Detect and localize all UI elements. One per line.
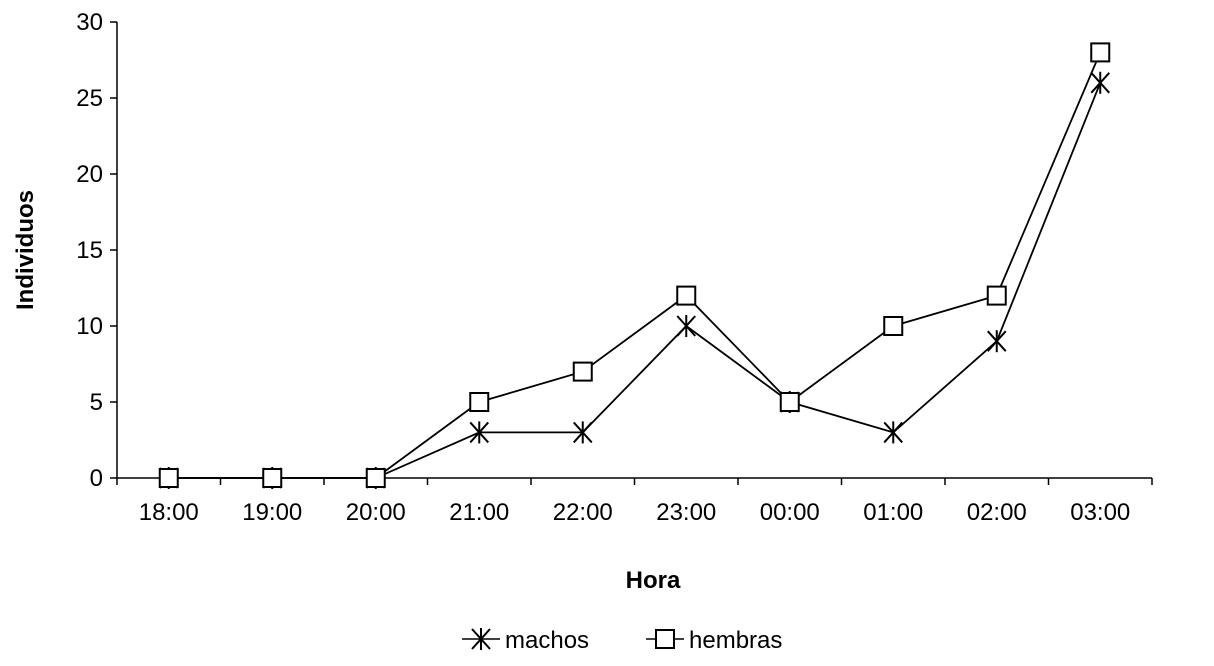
x-tick-label: 23:00 (656, 499, 716, 526)
legend-item-machos: machos (462, 627, 589, 654)
y-tick-label: 30 (76, 9, 103, 36)
y-tick-label: 20 (76, 161, 103, 188)
data-point-hembras (572, 361, 593, 382)
data-point-hembras (469, 392, 490, 412)
data-point-hembras (779, 392, 800, 412)
y-axis-title: Individuos (12, 190, 39, 310)
data-point-hembras (883, 316, 904, 336)
data-point-machos (573, 421, 593, 444)
x-tick-label: 01:00 (863, 499, 923, 526)
legend-label-hembras: hembras (689, 627, 782, 654)
data-point-hembras (262, 468, 283, 488)
series-line-hembras (168, 52, 1102, 479)
x-tick-label: 18:00 (139, 499, 199, 526)
y-tick-label: 15 (76, 237, 103, 264)
series-line-machos (168, 82, 1102, 479)
data-point-hembras (158, 468, 179, 488)
y-tick-label: 10 (76, 313, 103, 340)
x-tick-label: 22:00 (553, 499, 613, 526)
y-axis: 0 5 10 15 20 25 30 (76, 9, 118, 492)
data-point-machos (469, 421, 489, 444)
data-point-machos (676, 315, 696, 337)
series-layer (158, 42, 1111, 489)
series-machos (159, 71, 1110, 489)
x-tick-label: 20:00 (346, 499, 406, 526)
legend: machos hembras (462, 627, 782, 654)
x-tick-label: 19:00 (242, 499, 302, 526)
x-tick-label: 03:00 (1070, 499, 1130, 526)
y-tick-label: 25 (76, 85, 103, 112)
legend-item-hembras: hembras (646, 627, 782, 654)
legend-marker-machos (471, 628, 491, 650)
x-axis-title: Hora (626, 567, 681, 594)
data-point-hembras (1090, 42, 1111, 63)
y-tick-label: 5 (90, 389, 103, 416)
x-tick-label: 02:00 (967, 499, 1027, 526)
y-tick-label: 0 (90, 465, 103, 492)
legend-label-machos: machos (505, 627, 589, 654)
x-tick-label: 00:00 (760, 499, 820, 526)
data-point-hembras (986, 285, 1007, 306)
data-point-hembras (676, 285, 697, 306)
x-axis: 18:00 19:00 20:00 21:00 22:00 23:00 00:00 01:00… (116, 477, 1153, 526)
data-point-machos (987, 330, 1007, 353)
data-point-hembras (365, 468, 386, 488)
legend-marker-hembras (655, 629, 675, 649)
data-point-machos (1090, 71, 1110, 94)
data-point-machos (883, 421, 903, 444)
series-hembras (158, 42, 1111, 488)
x-tick-label: 21:00 (449, 499, 509, 526)
